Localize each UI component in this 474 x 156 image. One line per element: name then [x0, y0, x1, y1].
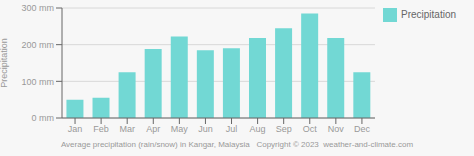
svg-text:Apr: Apr — [146, 124, 160, 134]
svg-text:Mar: Mar — [119, 124, 135, 134]
svg-text:Jun: Jun — [198, 124, 213, 134]
svg-text:Oct: Oct — [303, 124, 318, 134]
svg-text:Dec: Dec — [354, 124, 371, 134]
svg-text:Jan: Jan — [68, 124, 83, 134]
svg-text:200 mm: 200 mm — [21, 40, 54, 50]
svg-text:Feb: Feb — [93, 124, 109, 134]
svg-text:300 mm: 300 mm — [21, 3, 54, 13]
svg-text:Nov: Nov — [328, 124, 345, 134]
svg-text:Aug: Aug — [250, 124, 266, 134]
svg-text:Sep: Sep — [276, 124, 292, 134]
html-text:Average precipitation (rain/sn: Average precipitation (rain/snow) in Kan… — [60, 140, 414, 149]
svg-text:0 mm: 0 mm — [32, 113, 55, 123]
svg-text:Precipitation: Precipitation — [8, 38, 9, 88]
html-text:Precipitation: Precipitation — [401, 8, 456, 20]
svg-text:Jul: Jul — [226, 124, 238, 134]
svg-text:May: May — [171, 124, 189, 134]
svg-text:100 mm: 100 mm — [21, 77, 54, 87]
